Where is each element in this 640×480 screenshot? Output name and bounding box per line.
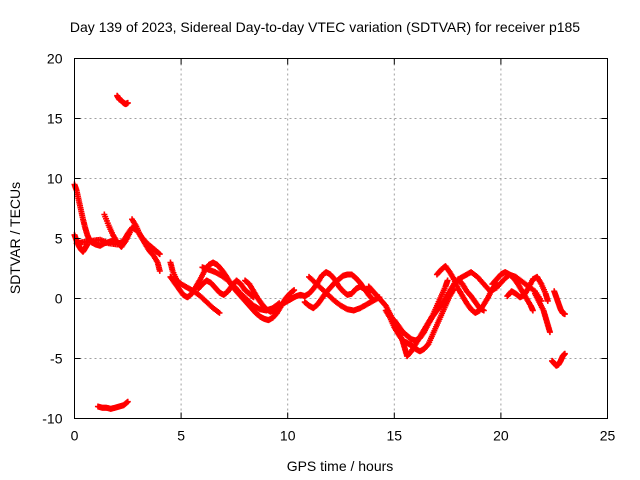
data-point — [156, 251, 163, 258]
data-point — [546, 329, 553, 336]
series-track-18 — [455, 269, 545, 304]
series-track-22 — [551, 288, 568, 318]
data-point — [124, 99, 131, 106]
series-outlier-high — [114, 92, 131, 108]
data-point — [126, 229, 133, 236]
x-axis-label: GPS time / hours — [287, 458, 394, 474]
series-track-15 — [382, 285, 457, 355]
data-point — [156, 267, 163, 274]
series-outlier-low — [94, 398, 131, 412]
y-tick-label: 5 — [55, 231, 63, 247]
series-track-6 — [195, 277, 257, 301]
series-track-4b — [167, 259, 298, 324]
x-tick-label: 25 — [600, 428, 616, 444]
data-point — [444, 277, 451, 284]
series-track-20 — [504, 273, 551, 304]
x-tick-label: 20 — [493, 428, 509, 444]
y-tick-label: -10 — [42, 411, 62, 427]
data-point — [216, 309, 223, 316]
series-track-3b — [135, 229, 163, 258]
y-tick-label: 20 — [47, 51, 63, 67]
data-point — [561, 311, 568, 318]
y-tick-label: 10 — [47, 171, 63, 187]
data-point — [561, 350, 568, 357]
series-track-11 — [301, 271, 376, 312]
data-point — [291, 287, 298, 294]
data-points — [71, 92, 568, 412]
data-point — [544, 297, 551, 304]
chart-title: Day 139 of 2023, Sidereal Day-to-day VTE… — [70, 19, 580, 35]
series-track-1.4 — [101, 211, 133, 250]
data-point — [124, 398, 131, 405]
x-tick-label: 5 — [177, 428, 185, 444]
x-tick-label: 10 — [280, 428, 296, 444]
grid — [74, 58, 608, 419]
x-tick-label: 15 — [387, 428, 403, 444]
y-tick-label: 15 — [47, 111, 63, 127]
x-tick-label: 0 — [71, 428, 79, 444]
axis-ticks: 0 5 10 15 20 25 -10 -5 0 5 10 15 20 — [42, 51, 615, 444]
y-axis-label: SDTVAR / TECUs — [7, 182, 23, 294]
series-track-21 — [532, 290, 553, 336]
y-tick-label: 0 — [55, 291, 63, 307]
y-tick-label: -5 — [50, 351, 63, 367]
data-point — [529, 307, 536, 314]
series-track-22b — [549, 350, 568, 369]
